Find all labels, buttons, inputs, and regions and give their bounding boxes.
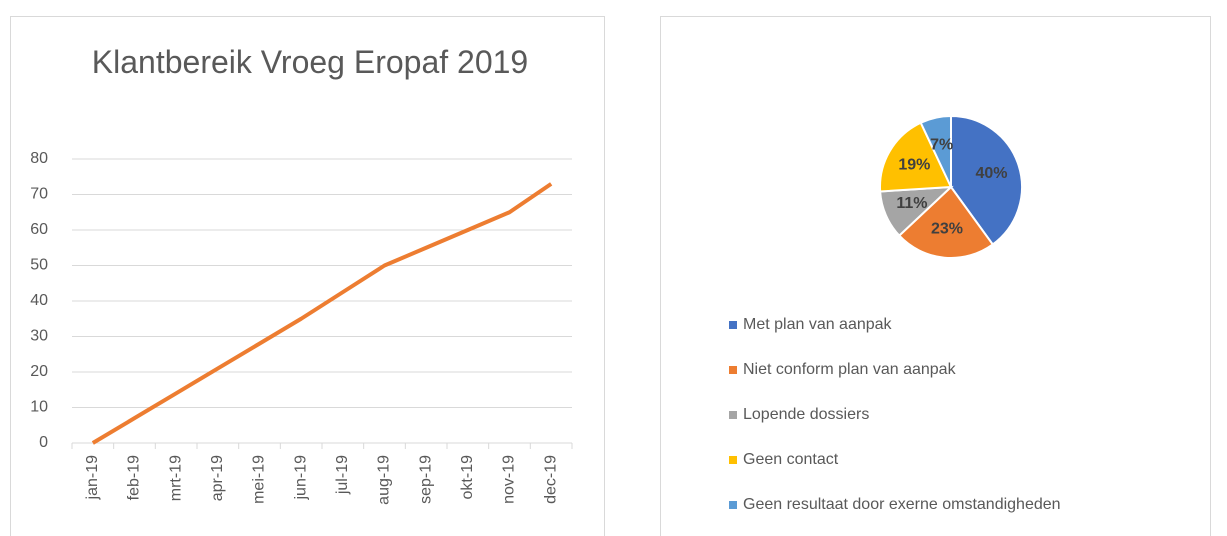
- y-tick-label: 0: [39, 434, 48, 451]
- x-tick-label: mei-19: [251, 455, 268, 504]
- x-tick-label: nov-19: [501, 455, 518, 504]
- x-tick-label: sep-19: [417, 455, 434, 504]
- x-tick-label: jan-19: [84, 455, 101, 501]
- y-tick-label: 10: [30, 399, 48, 416]
- line-series: [91, 182, 553, 445]
- y-tick-label: 70: [30, 186, 48, 203]
- legend-swatch: [729, 366, 737, 374]
- data-label: 7%: [930, 137, 953, 154]
- x-tick-label: jun-19: [292, 455, 309, 501]
- pie-slice: [897, 185, 995, 259]
- pie-slice: [950, 114, 1023, 246]
- y-tick-label: 20: [30, 363, 48, 380]
- pie-slice: [879, 121, 953, 193]
- y-tick-label: 30: [30, 328, 48, 345]
- data-label: 40%: [975, 165, 1007, 182]
- legend-swatch: [729, 321, 737, 329]
- y-tick-label: 60: [30, 221, 48, 238]
- legend-label: Lopende dossiers: [743, 406, 869, 423]
- y-tick-label: 40: [30, 292, 48, 309]
- data-label: 23%: [931, 221, 963, 238]
- legend-swatch: [729, 501, 737, 509]
- x-tick-label: okt-19: [459, 455, 476, 500]
- x-tick-label: feb-19: [126, 455, 143, 500]
- legend-label: Geen resultaat door exerne omstandighede…: [743, 496, 1061, 513]
- pie-slice: [919, 114, 952, 188]
- pie-chart-frame: [660, 16, 1211, 536]
- data-label: 11%: [896, 195, 927, 212]
- legend-label: Niet conform plan van aanpak: [743, 361, 957, 378]
- legend-label: Geen contact: [743, 451, 839, 468]
- x-tick-label: mrt-19: [167, 455, 184, 501]
- y-tick-label: 50: [30, 257, 48, 274]
- x-tick-label: dec-19: [542, 455, 559, 504]
- x-tick-label: aug-19: [376, 455, 393, 505]
- line-chart-frame: [10, 16, 605, 536]
- x-tick-label: apr-19: [209, 455, 226, 501]
- data-label: 19%: [898, 157, 930, 174]
- legend-label: Met plan van aanpak: [743, 316, 893, 333]
- x-tick-label: jul-19: [334, 455, 351, 495]
- legend-swatch: [729, 411, 737, 419]
- legend-swatch: [729, 456, 737, 464]
- chart-title: Klantbereik Vroeg Eropaf 2019: [91, 44, 529, 80]
- y-tick-label: 80: [30, 150, 48, 167]
